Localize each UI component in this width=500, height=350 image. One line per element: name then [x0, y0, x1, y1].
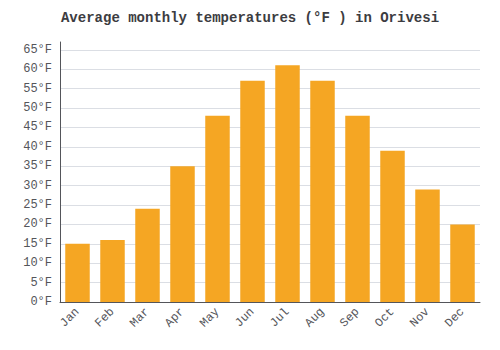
svg-text:Feb: Feb — [92, 305, 117, 330]
svg-text:20°F: 20°F — [23, 217, 52, 231]
svg-text:50°F: 50°F — [23, 101, 52, 115]
svg-text:55°F: 55°F — [23, 82, 52, 96]
svg-text:35°F: 35°F — [23, 159, 52, 173]
svg-text:Aug: Aug — [302, 305, 327, 330]
svg-text:10°F: 10°F — [23, 256, 52, 270]
svg-text:Jul: Jul — [267, 305, 292, 330]
svg-text:60°F: 60°F — [23, 62, 52, 76]
svg-text:Average monthly temperatures (: Average monthly temperatures (°F ) in Or… — [61, 10, 439, 26]
svg-text:5°F: 5°F — [30, 276, 52, 290]
svg-text:Mar: Mar — [127, 305, 152, 330]
svg-text:15°F: 15°F — [23, 237, 52, 251]
svg-text:45°F: 45°F — [23, 120, 52, 134]
svg-text:Dec: Dec — [442, 305, 467, 330]
svg-text:Jan: Jan — [57, 305, 82, 330]
svg-text:Sep: Sep — [337, 305, 362, 330]
svg-text:Oct: Oct — [372, 305, 397, 330]
svg-text:65°F: 65°F — [23, 43, 52, 57]
svg-text:Apr: Apr — [162, 305, 187, 330]
svg-text:0°F: 0°F — [30, 295, 52, 309]
svg-text:40°F: 40°F — [23, 140, 52, 154]
svg-text:30°F: 30°F — [23, 179, 52, 193]
svg-text:May: May — [197, 305, 222, 330]
svg-text:25°F: 25°F — [23, 198, 52, 212]
svg-text:Jun: Jun — [232, 305, 257, 330]
svg-text:Nov: Nov — [407, 305, 432, 330]
